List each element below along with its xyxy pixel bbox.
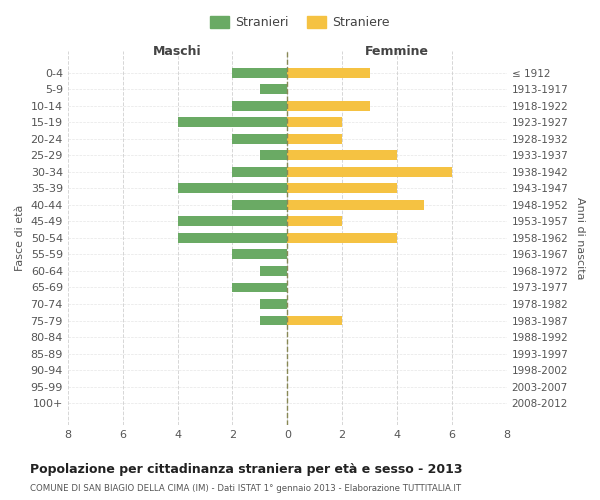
Bar [260, 299, 287, 309]
Bar [178, 184, 287, 194]
Bar [287, 200, 424, 210]
Text: Popolazione per cittadinanza straniera per età e sesso - 2013: Popolazione per cittadinanza straniera p… [30, 462, 463, 475]
Bar [260, 84, 287, 94]
Y-axis label: Anni di nascita: Anni di nascita [575, 196, 585, 279]
Bar [287, 233, 397, 243]
Bar [232, 167, 287, 177]
Bar [260, 150, 287, 160]
Bar [287, 150, 397, 160]
Bar [232, 250, 287, 260]
Bar [178, 118, 287, 127]
Text: Femmine: Femmine [365, 45, 429, 58]
Bar [178, 216, 287, 226]
Bar [287, 167, 452, 177]
Bar [232, 101, 287, 110]
Bar [260, 316, 287, 326]
Bar [232, 282, 287, 292]
Text: COMUNE DI SAN BIAGIO DELLA CIMA (IM) - Dati ISTAT 1° gennaio 2013 - Elaborazione: COMUNE DI SAN BIAGIO DELLA CIMA (IM) - D… [30, 484, 461, 493]
Bar [287, 101, 370, 110]
Y-axis label: Fasce di età: Fasce di età [15, 204, 25, 271]
Bar [287, 216, 342, 226]
Bar [287, 118, 342, 127]
Bar [178, 233, 287, 243]
Bar [232, 200, 287, 210]
Bar [232, 134, 287, 143]
Bar [287, 134, 342, 143]
Bar [287, 68, 370, 78]
Bar [260, 266, 287, 276]
Text: Maschi: Maschi [153, 45, 202, 58]
Bar [287, 316, 342, 326]
Bar [287, 184, 397, 194]
Bar [232, 68, 287, 78]
Legend: Stranieri, Straniere: Stranieri, Straniere [205, 11, 395, 34]
